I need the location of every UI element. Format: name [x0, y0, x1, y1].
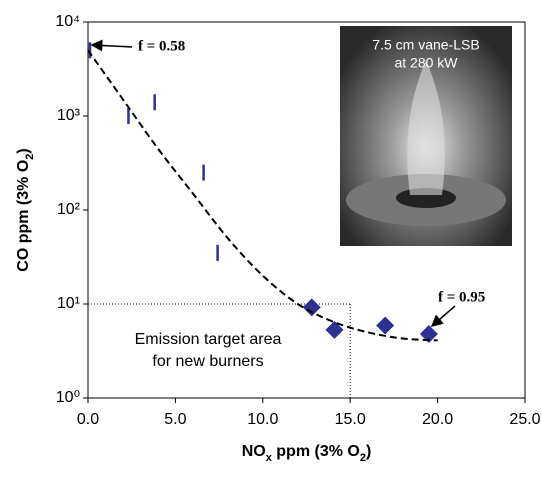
x-tick-label: 15.0 — [335, 411, 366, 428]
axis-title-part: NO — [242, 443, 266, 460]
y-tick-label: 10⁴ — [55, 13, 80, 30]
y-tick-label: 10¹ — [57, 295, 80, 312]
x-tick-label: 20.0 — [422, 411, 453, 428]
photo-inset — [340, 26, 512, 246]
diamond-point — [302, 298, 321, 317]
fit-curve — [87, 49, 438, 342]
dash-point — [202, 164, 205, 181]
target-label: Emission target area — [135, 331, 282, 348]
axis-title-part: CO ppm (3% O — [15, 160, 32, 272]
diamond-point — [419, 324, 438, 343]
photo-caption: 7.5 cm vane-LSB — [372, 37, 479, 53]
dash-point — [127, 108, 130, 124]
axis-title-part: ppm (3% O — [272, 443, 360, 460]
photo-caption: at 280 kW — [394, 55, 458, 71]
y-tick-label: 10³ — [57, 107, 81, 124]
y-tick-label: 10⁰ — [56, 389, 80, 406]
dash-point — [88, 42, 92, 59]
axis-title-part: 2 — [24, 154, 36, 160]
annotation-arrow — [90, 39, 133, 52]
annotation-arrow — [430, 305, 456, 327]
target-label: for new burners — [152, 353, 263, 370]
x-tick-label: 0.0 — [77, 411, 99, 428]
dash-point — [216, 244, 219, 261]
y-tick-label: 10² — [57, 201, 81, 218]
axis-title-part: ) — [366, 443, 371, 460]
annotation: f = 0.95 — [438, 289, 485, 305]
dash-point — [153, 94, 156, 111]
diamond-point — [325, 320, 344, 339]
annotation: f = 0.58 — [138, 38, 185, 54]
axis-title-part: x — [266, 452, 273, 464]
y-axis-title: CO ppm (3% O2) — [15, 148, 36, 271]
x-tick-label: 25.0 — [509, 411, 540, 428]
diamond-point — [376, 316, 395, 335]
x-tick-label: 10.0 — [247, 411, 278, 428]
axis-title-part: ) — [15, 148, 32, 153]
x-tick-label: 5.0 — [164, 411, 186, 428]
x-axis-title: NOx ppm (3% O2) — [242, 443, 372, 464]
axis-title-part: 2 — [360, 452, 366, 464]
